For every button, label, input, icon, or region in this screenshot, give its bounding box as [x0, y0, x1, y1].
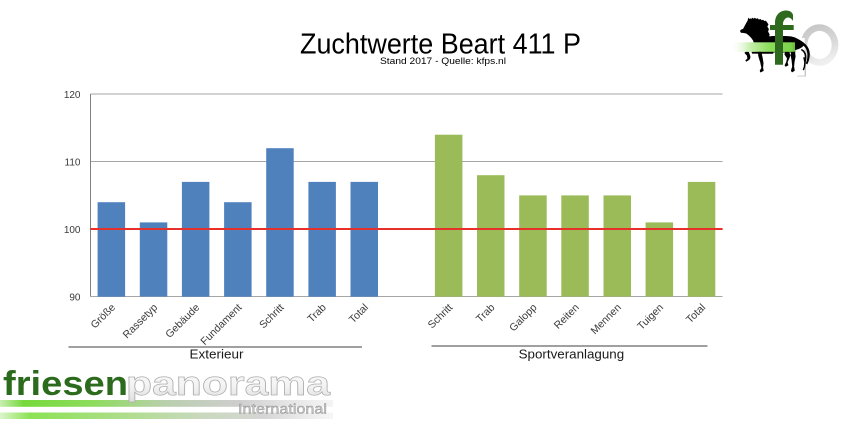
- svg-text:International: International: [238, 402, 327, 417]
- svg-text:120: 120: [64, 90, 81, 101]
- svg-text:100: 100: [64, 225, 81, 236]
- svg-text:panorama: panorama: [126, 365, 331, 403]
- svg-text:Zuchtwerte Beart 411 P: Zuchtwerte Beart 411 P: [300, 29, 581, 61]
- svg-text:110: 110: [65, 157, 81, 168]
- svg-text:friesen: friesen: [3, 365, 128, 403]
- svg-text:Stand 2017 - Quelle: kfps.nl: Stand 2017 - Quelle: kfps.nl: [380, 56, 506, 67]
- svg-text:90: 90: [69, 292, 81, 303]
- svg-text:Sportveranlagung: Sportveranlagung: [519, 347, 625, 362]
- svg-text:Exterieur: Exterieur: [190, 347, 245, 362]
